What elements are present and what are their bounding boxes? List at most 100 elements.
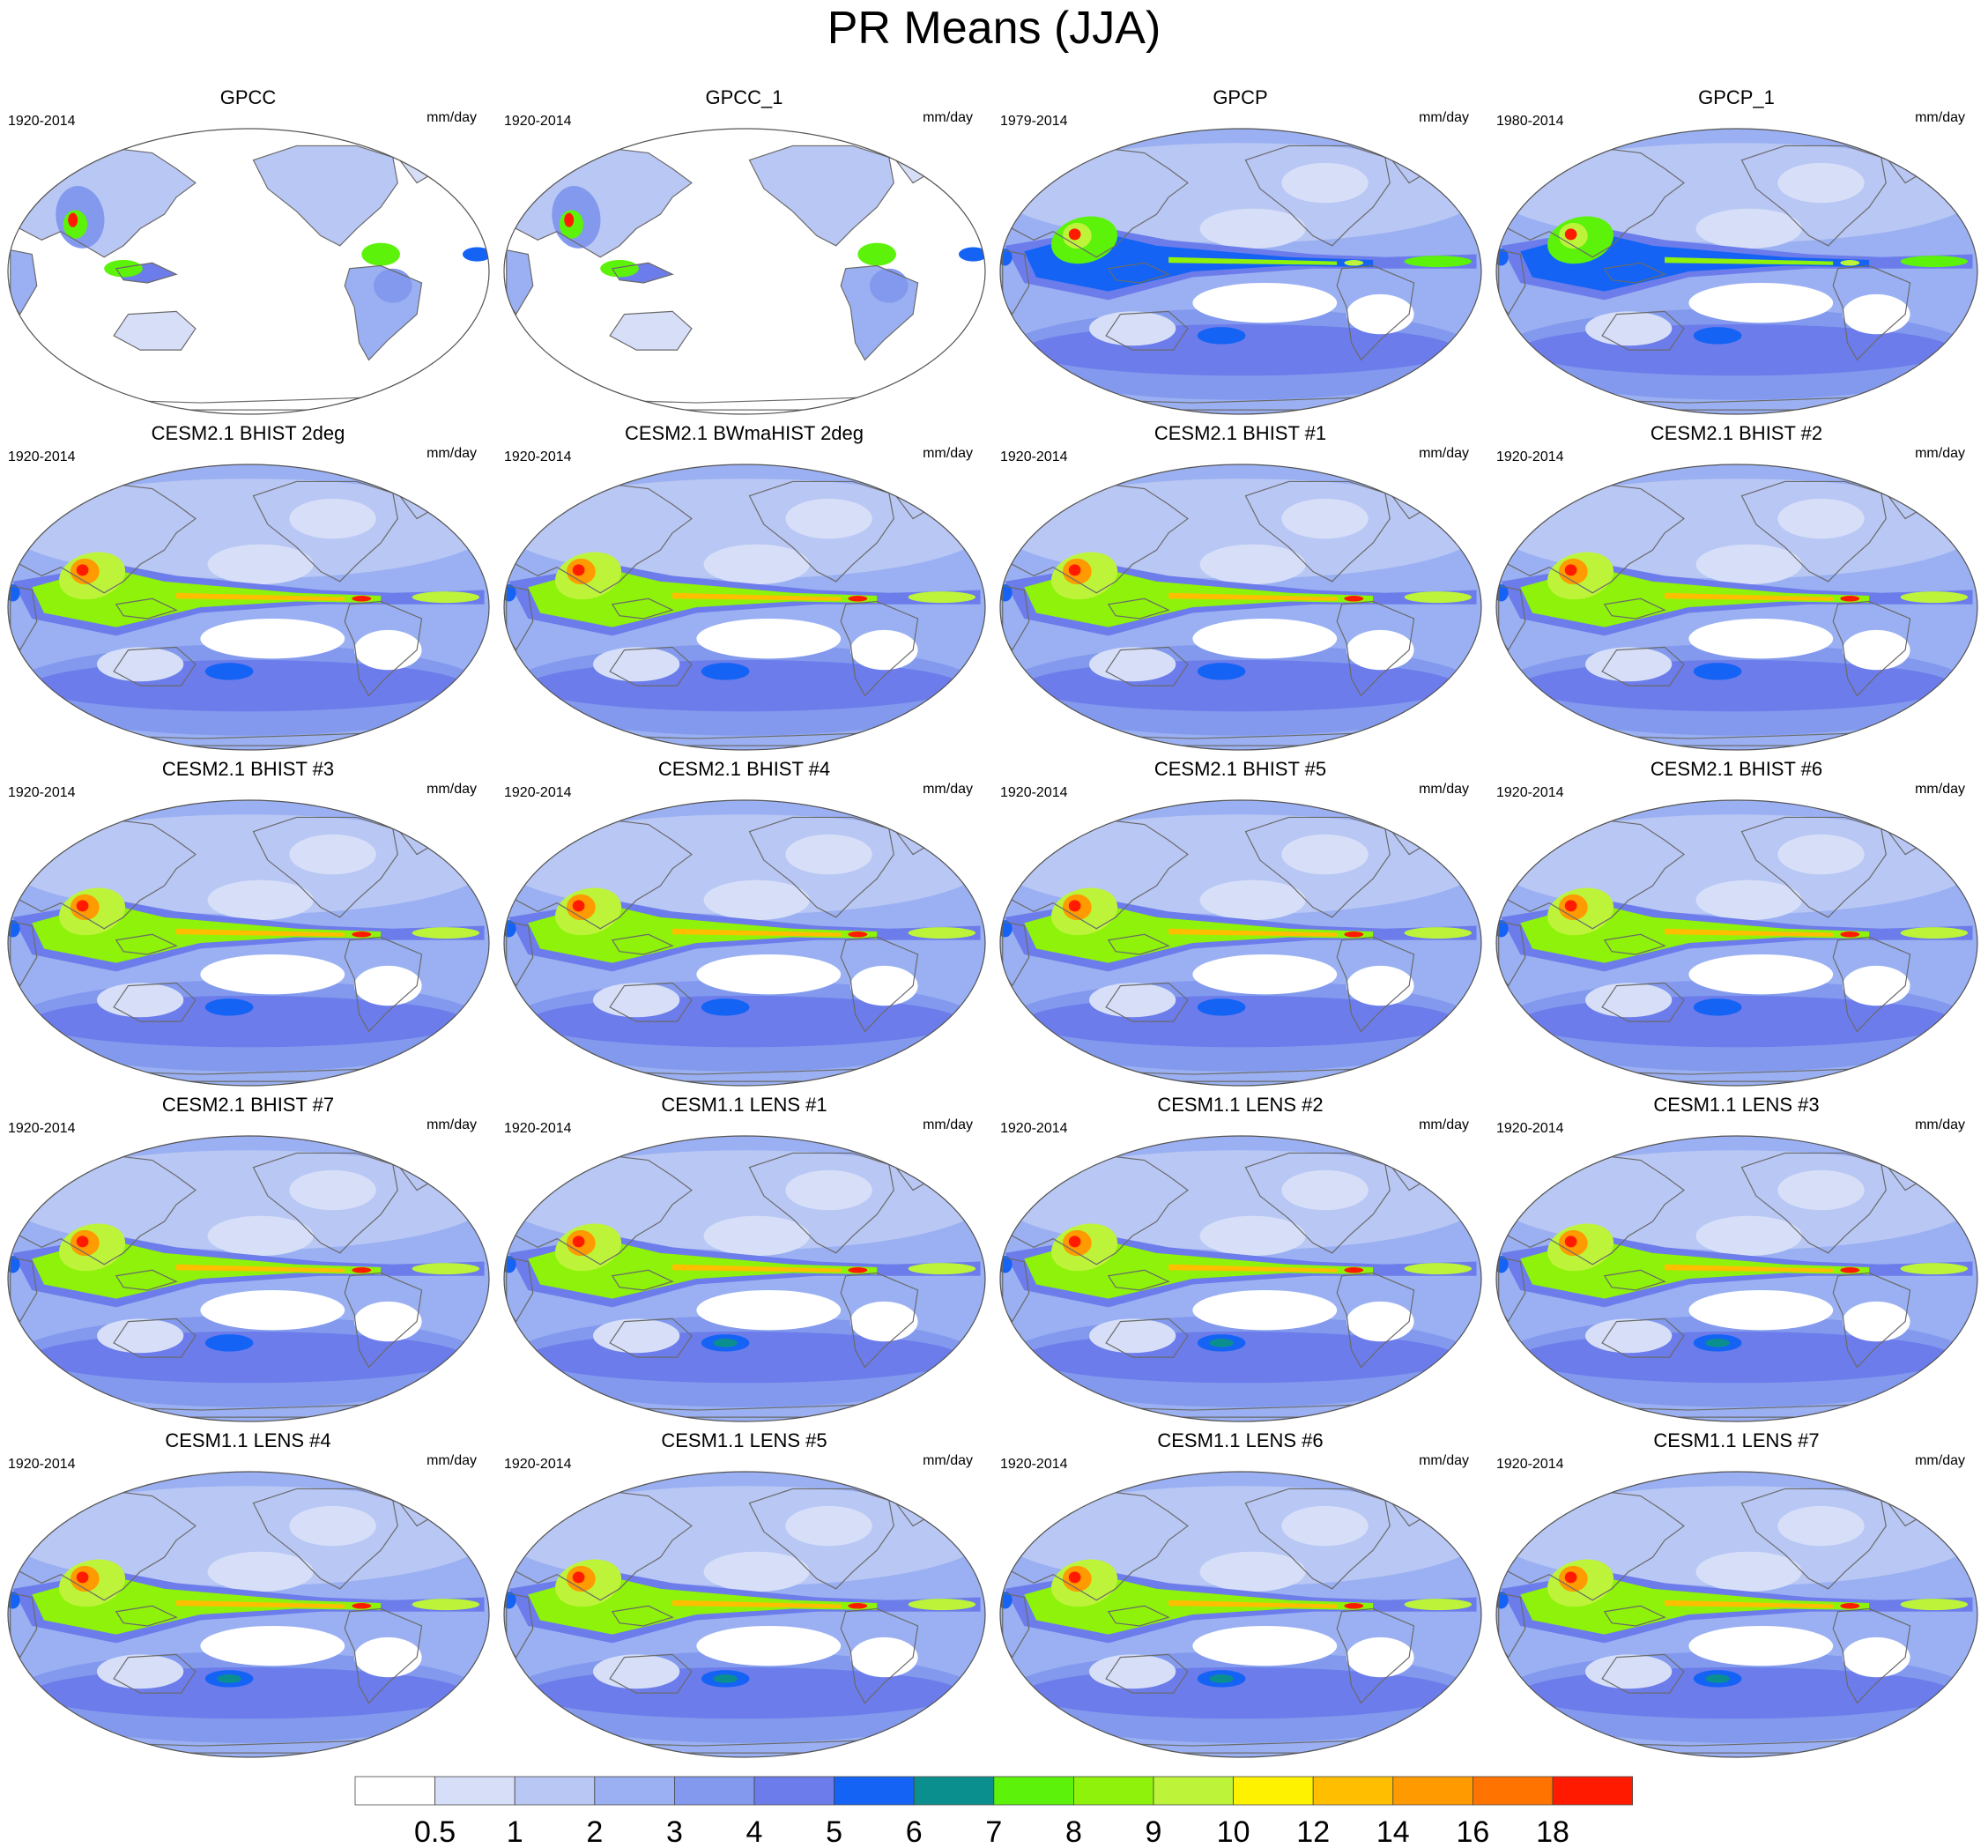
precip-itcz-atlantic [1404, 591, 1472, 604]
precip-dry-zone [1281, 834, 1369, 875]
precip-dry-zone [703, 544, 810, 585]
precip-dry-zone [97, 1654, 184, 1689]
coastline-eurasia [11, 148, 197, 258]
coastline-australia [1105, 646, 1189, 687]
coastline-eurasia [508, 820, 693, 930]
precip-peak [848, 931, 868, 938]
precip-dry-zone [1089, 647, 1176, 682]
precip-dry-zone [1777, 1505, 1865, 1547]
precip-peak [1344, 596, 1364, 602]
precip-peak [1344, 1603, 1364, 1609]
coastline-australia [609, 310, 693, 351]
coastline-eurasia [1500, 820, 1685, 930]
precip-dry-zone [207, 1215, 314, 1257]
precip-dry-zone [200, 1625, 345, 1666]
precip-dry-zone [850, 629, 918, 671]
panel-units: mm/day [1419, 782, 1469, 797]
coastline-indonesia [115, 1605, 178, 1627]
coastline-indonesia [611, 1605, 674, 1627]
precip-dry-zone [1777, 498, 1865, 539]
colorbar-label: 10 [1217, 1815, 1250, 1848]
map-graphic [999, 1471, 1482, 1758]
map-graphic [503, 799, 986, 1087]
panel-units: mm/day [427, 110, 477, 125]
precip-dry-zone [1843, 1301, 1910, 1342]
panel-years: 1920-2014 [8, 114, 76, 129]
panel-years: 1920-2014 [1000, 449, 1068, 464]
precip-contour [1693, 663, 1742, 680]
precip-contour [204, 998, 254, 1016]
precip-land-australia [114, 311, 196, 351]
coastline-southamerica [1336, 600, 1415, 697]
panel-years: 1920-2014 [1496, 449, 1564, 464]
precip-peak [1068, 564, 1081, 576]
precip-dry-zone [354, 965, 422, 1006]
precip-contour [204, 663, 254, 680]
panel-units: mm/day [923, 110, 973, 125]
coastline-australia [1601, 1317, 1685, 1358]
panel-years: 1980-2014 [1496, 114, 1564, 129]
precip-dry-zone [1585, 983, 1673, 1018]
panel-years: 1920-2014 [504, 1121, 572, 1136]
precip-contour [361, 242, 400, 266]
panel-units: mm/day [427, 446, 477, 461]
precip-dry-zone [200, 954, 345, 995]
precip-contour [104, 260, 143, 278]
precip-itcz-max [672, 1264, 842, 1273]
coastline-northamerica [748, 1488, 894, 1590]
precip-dry-zone [1281, 1505, 1369, 1547]
map-border [503, 799, 986, 1087]
colorbar-swatch [434, 1776, 516, 1806]
precip-dry-zone [200, 1289, 345, 1331]
coastline-southamerica [1832, 1607, 1911, 1704]
panel-years: 1920-2014 [1000, 1121, 1068, 1136]
panel-title: CESM2.1 BHIST #2 [1650, 422, 1823, 444]
map-border [7, 128, 490, 415]
precip-itcz-max [1665, 1264, 1834, 1273]
coastline-southamerica [840, 264, 919, 361]
map-graphic [1495, 1471, 1978, 1758]
precip-itcz-atlantic [1900, 591, 1969, 604]
precip-itcz-max [672, 592, 842, 601]
precip-itcz-atlantic [1900, 1263, 1969, 1275]
precip-peak [1840, 931, 1860, 938]
precip-peak [572, 1236, 585, 1248]
precip-dry-zone [1695, 1551, 1802, 1592]
coastline-northamerica [1244, 480, 1391, 583]
precip-peak [848, 1603, 868, 1609]
precip-dry-zone [1695, 1215, 1802, 1257]
colorbar-label: 12 [1296, 1815, 1330, 1848]
precip-contour [1209, 1674, 1234, 1683]
precip-peak [1068, 1571, 1081, 1584]
precip-peak [572, 1571, 585, 1584]
coastline-eurasia [1004, 484, 1189, 594]
precip-dry-zone [1199, 879, 1306, 921]
precip-peak [352, 1267, 372, 1273]
map-panel: GPCC_1 1920-2014 mm/day [496, 86, 992, 421]
coastline-indonesia [611, 262, 674, 284]
map-panel: CESM2.1 BHIST 2deg 1920-2014 mm/day [0, 422, 496, 757]
panel-title: CESM2.1 BHIST #7 [161, 1094, 335, 1116]
colorbar-swatch [354, 1776, 435, 1806]
precip-dry-zone [1777, 834, 1865, 875]
coastline-southamerica [840, 936, 919, 1033]
map-border [999, 1471, 1482, 1758]
map-graphic [7, 464, 490, 751]
colorbar-label: 18 [1536, 1815, 1569, 1848]
precip-peak [1068, 900, 1081, 912]
precip-dry-zone [1192, 618, 1338, 659]
panel-title: CESM2.1 BHIST #5 [1153, 758, 1327, 780]
precip-peak [1840, 260, 1860, 266]
panel-title: CESM1.1 LENS #4 [165, 1429, 331, 1451]
map-graphic [503, 1135, 986, 1422]
panel-units: mm/day [1915, 110, 1965, 125]
map-border [503, 1135, 986, 1422]
precip-contour [1197, 663, 1246, 680]
precip-land-australia [610, 311, 692, 351]
precip-dry-zone [703, 1551, 810, 1592]
coastline-eurasia [11, 1155, 197, 1265]
coastline-australia [1105, 1653, 1189, 1694]
precip-peak [1068, 228, 1081, 241]
precip-contour [869, 268, 909, 303]
coastline-northamerica [1244, 816, 1391, 918]
